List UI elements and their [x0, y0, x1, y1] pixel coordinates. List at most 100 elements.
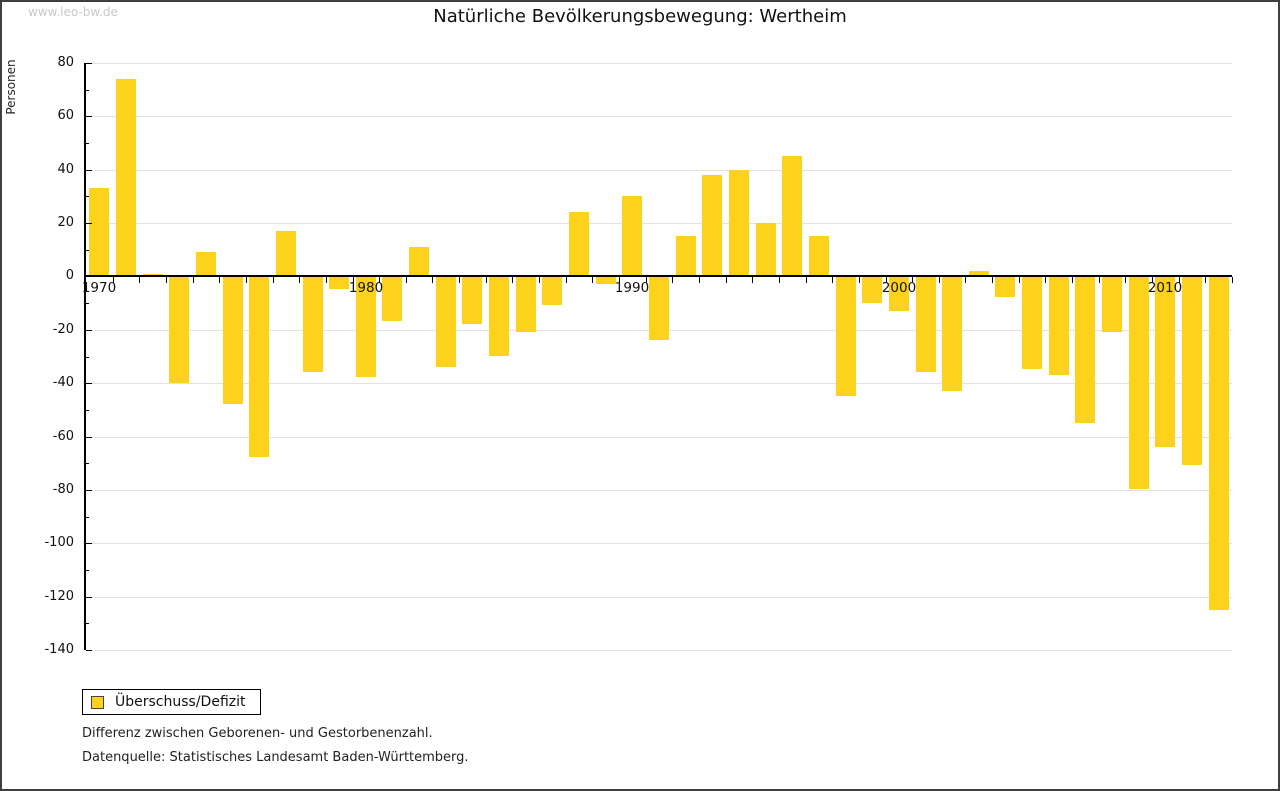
y-minor-tick	[86, 623, 89, 624]
bar-1978	[303, 276, 323, 372]
y-tick-label: -80	[52, 482, 74, 497]
y-minor-tick	[86, 410, 89, 411]
x-year-tick	[1072, 277, 1073, 283]
bar-1976	[249, 276, 269, 457]
bar-1990	[622, 196, 642, 276]
y-major-tick	[86, 170, 92, 171]
bar-2006	[1049, 276, 1069, 375]
x-year-tick	[273, 277, 274, 283]
footnote-definition: Differenz zwischen Geborenen- und Gestor…	[82, 726, 433, 741]
y-minor-tick	[86, 303, 89, 304]
x-year-tick	[166, 277, 167, 283]
x-year-tick	[193, 277, 194, 283]
x-year-tick	[1045, 277, 1046, 283]
watermark: www.leo-bw.de	[28, 5, 118, 19]
x-year-tick	[592, 277, 593, 283]
x-year-tick	[1019, 277, 1020, 283]
y-major-tick	[86, 116, 92, 117]
legend-label: Überschuss/Defizit	[115, 694, 246, 710]
y-tick-label: 80	[57, 55, 74, 70]
bar-1997	[809, 236, 829, 276]
x-year-tick	[1099, 277, 1100, 283]
x-year-tick	[353, 277, 354, 283]
y-major-tick	[86, 330, 92, 331]
x-year-tick	[1125, 277, 1126, 283]
y-major-tick	[86, 650, 92, 651]
x-axis-line	[86, 275, 1232, 277]
y-tick-label: -20	[52, 322, 74, 337]
gridline	[86, 116, 1232, 117]
x-year-tick	[566, 277, 567, 283]
y-minor-tick	[86, 250, 89, 251]
y-minor-tick	[86, 463, 89, 464]
gridline	[86, 437, 1232, 438]
x-year-tick	[992, 277, 993, 283]
bar-2002	[942, 276, 962, 391]
x-year-tick	[886, 277, 887, 283]
y-tick-label: -140	[44, 642, 74, 657]
y-tick-label: -100	[44, 535, 74, 550]
bar-1988	[569, 212, 589, 276]
bar-2005	[1022, 276, 1042, 369]
x-year-tick	[859, 277, 860, 283]
gridline	[86, 543, 1232, 544]
gridline	[86, 170, 1232, 171]
gridline	[86, 597, 1232, 598]
bar-1998	[836, 276, 856, 396]
x-year-tick	[113, 277, 114, 283]
x-year-tick	[619, 277, 620, 283]
bar-2010	[1155, 276, 1175, 447]
y-major-tick	[86, 223, 92, 224]
y-minor-tick	[86, 90, 89, 91]
y-minor-tick	[86, 357, 89, 358]
x-year-tick	[246, 277, 247, 283]
x-year-tick	[299, 277, 300, 283]
y-tick-label: 20	[57, 215, 74, 230]
gridline	[86, 63, 1232, 64]
bar-1982	[409, 247, 429, 276]
bar-2008	[1102, 276, 1122, 332]
bar-2007	[1075, 276, 1095, 423]
footnote-source: Datenquelle: Statistisches Landesamt Bad…	[82, 750, 469, 765]
x-year-tick	[646, 277, 647, 283]
bar-1999	[862, 276, 882, 303]
x-tick-label: 1970	[81, 280, 117, 296]
bar-2000	[889, 276, 909, 311]
legend-box: Überschuss/Defizit	[82, 689, 262, 715]
x-year-tick	[219, 277, 220, 283]
gridline	[86, 223, 1232, 224]
bar-1984	[462, 276, 482, 324]
y-minor-tick	[86, 570, 89, 571]
gridline	[86, 383, 1232, 384]
bar-2004	[995, 276, 1015, 297]
x-year-tick	[806, 277, 807, 283]
x-tick-label: 1980	[348, 280, 384, 296]
gridline	[86, 650, 1232, 651]
y-major-tick	[86, 543, 92, 544]
x-tick-label: 2000	[881, 280, 917, 296]
bar-1985	[489, 276, 509, 356]
bar-1987	[542, 276, 562, 305]
bar-1989	[596, 276, 616, 284]
y-tick-label: 0	[65, 268, 74, 283]
x-year-tick	[459, 277, 460, 283]
x-year-tick	[752, 277, 753, 283]
chart-title: Natürliche Bevölkerungsbewegung: Werthei…	[433, 6, 847, 27]
bar-1986	[516, 276, 536, 332]
y-minor-tick	[86, 143, 89, 144]
x-year-tick	[699, 277, 700, 283]
bar-1979	[329, 276, 349, 289]
x-year-tick	[379, 277, 380, 283]
legend-swatch-icon	[91, 695, 104, 709]
x-year-tick	[912, 277, 913, 283]
y-major-tick	[86, 437, 92, 438]
bar-1971	[116, 79, 136, 276]
x-year-tick	[539, 277, 540, 283]
y-major-tick	[86, 383, 92, 384]
y-tick-label: 40	[57, 162, 74, 177]
bar-2012	[1209, 276, 1229, 610]
bar-1995	[756, 223, 776, 276]
x-year-tick	[832, 277, 833, 283]
bar-1977	[276, 231, 296, 276]
